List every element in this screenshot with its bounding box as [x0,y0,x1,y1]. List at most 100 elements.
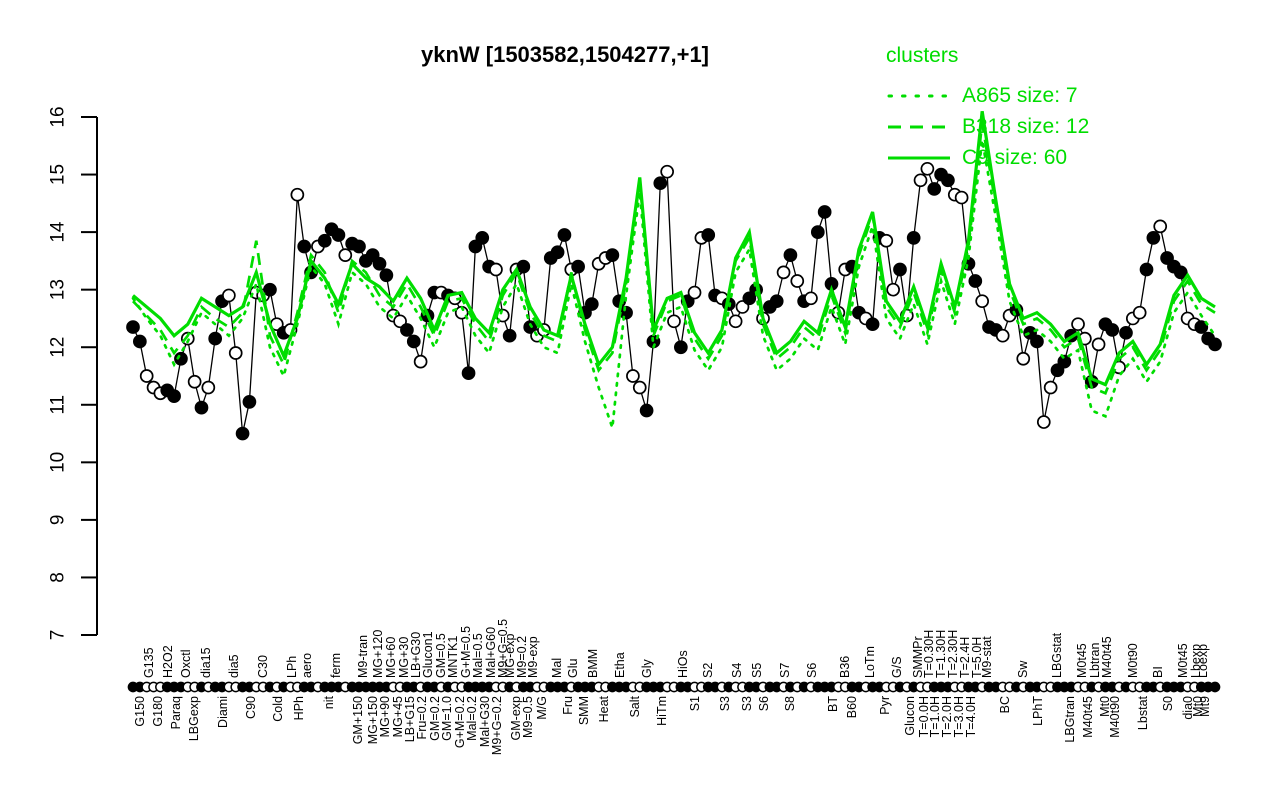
data-point [297,239,312,254]
data-point [1173,265,1188,280]
condition-label: LPhT [1031,696,1045,726]
data-point [995,328,1010,343]
condition-label: Mal+G60 [484,627,498,678]
data-point [1132,305,1147,320]
data-point [804,291,818,306]
legend-label: C9 size: 60 [962,145,1068,169]
condition-label: S0 [1161,696,1175,711]
y-tick-label: 12 [48,337,69,358]
condition-label: G+M=0.2 [453,696,467,748]
condition-label: LBGtran [1063,696,1077,743]
data-point [817,205,832,219]
data-point [673,340,688,355]
data-point [886,282,900,297]
condition-label: MG+60 [384,637,398,678]
data-point [571,259,585,274]
condition-label: BMM [586,649,600,678]
data-point [1036,415,1051,429]
y-tick-label: 13 [48,279,69,300]
condition-label: S4 [730,663,744,678]
legend-label: A865 size: 7 [962,83,1078,107]
data-point [632,380,647,395]
data-point [584,297,599,311]
condition-label: GM=0.5 [434,633,448,678]
data-point [810,225,825,239]
data-point [372,256,387,271]
data-point [557,228,572,242]
condition-label: LB+G15 [403,696,417,742]
condition-label: Lbtran [1088,643,1102,678]
condition-label: MG+45 [391,696,405,737]
condition-label: T=2.0H [940,696,954,737]
data-point [913,173,928,188]
condition-label: BT [826,696,840,712]
data-point [954,190,969,205]
condition-label: S8 [783,696,797,711]
condition-label: Lbstat [1136,695,1150,730]
y-tick-label: 14 [48,221,69,243]
cluster-line-b318 [132,122,1216,396]
dotted-line-icon [887,94,951,97]
condition-label: C90 [244,696,258,719]
data-point [550,245,565,260]
data-point [975,294,990,309]
data-point [1071,317,1085,332]
condition-label: Mal+G30 [478,696,492,747]
condition-label: Glu [566,659,580,679]
condition-label: Etha [613,652,627,678]
condition-label: HiOs [676,650,690,678]
condition-label: S6 [757,696,771,711]
main-series [126,161,1222,441]
condition-label: SMM [577,696,591,725]
data-point [132,334,147,349]
condition-label: LB+G30 [409,632,423,678]
data-point [290,187,305,202]
data-point [502,328,517,343]
data-point [605,248,620,262]
data-point [379,268,394,283]
condition-label: M0t90 [1126,643,1140,678]
data-point [769,294,784,309]
condition-label: BC [998,696,1012,713]
condition-label: MG+90 [378,696,392,737]
data-point [660,164,675,179]
dashed-line-icon [888,125,950,128]
data-point [941,173,955,188]
condition-label: G+M=0.5 [459,626,473,678]
condition-label: LBGexp [187,696,201,741]
condition-label: M40t45 [1100,636,1114,678]
data-point [489,262,503,277]
condition-label: Glucon [903,696,917,736]
data-point [242,395,257,409]
condition-label: Salt [628,695,642,717]
data-point [906,231,921,245]
condition-label: M9-stat [980,636,994,678]
condition-label: Mt0 [1191,696,1205,717]
data-point [687,285,702,300]
condition-label: MG-exp [503,634,517,679]
condition-label: T=0.0H [917,696,931,737]
x-axis-labels: G150 G135 G180 H2O2 Paraq Oxctl LBGexp dia15 Dia… [133,619,1212,755]
data-point [338,248,353,262]
condition-label: Paraq [169,696,183,729]
condition-label: dia0 [1181,696,1195,720]
data-point [1153,219,1168,234]
data-point [400,323,414,337]
data-point [167,389,181,403]
legend-entry-a865: A865 size: 7 [886,80,1089,111]
y-tick-label: 16 [48,106,69,127]
data-point [701,228,716,242]
legend-entry-b318: B318 size: 12 [886,111,1089,142]
data-point [1146,231,1161,245]
condition-label: S2 [701,663,715,678]
data-point [639,403,654,418]
condition-label: Glucon1 [421,631,435,678]
data-point [927,182,942,196]
condition-label: G/S [890,656,904,678]
data-point [475,231,490,245]
data-point [201,380,216,395]
y-tick-label: 15 [48,164,69,185]
data-point [626,369,640,383]
condition-label: T=2.30H [946,630,960,678]
